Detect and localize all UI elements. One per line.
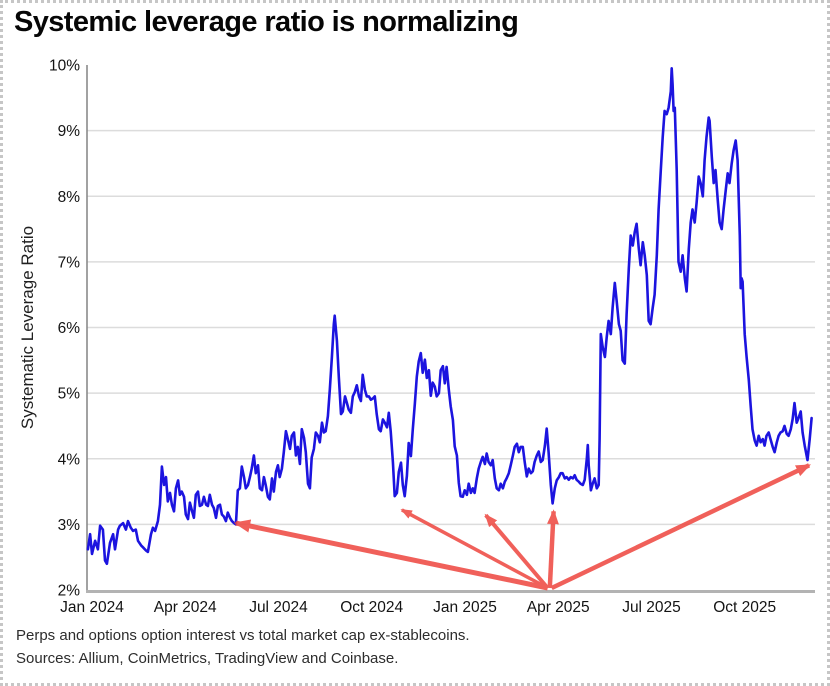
y-tick-label: 4% bbox=[58, 451, 81, 468]
chart-note: Perps and options option interest vs tot… bbox=[16, 627, 470, 644]
y-gridlines bbox=[87, 129, 815, 526]
annotation-arrow bbox=[484, 513, 550, 590]
y-tick-label: 2% bbox=[58, 583, 81, 600]
chart-title: Systemic leverage ratio is normalizing bbox=[14, 6, 519, 38]
y-tick-label: 3% bbox=[58, 517, 81, 534]
x-tick-label: Apr 2025 bbox=[527, 599, 590, 616]
x-tick-labels: Jan 2024 Apr 2024 Jul 2024 Oct 2024 Jan 2025… bbox=[60, 599, 776, 616]
x-tick-label: Jul 2025 bbox=[622, 599, 681, 616]
annotation-arrow bbox=[400, 508, 549, 590]
x-tick-label: Oct 2025 bbox=[713, 599, 776, 616]
chart-sources: Sources: Allium, CoinMetrics, TradingVie… bbox=[16, 650, 399, 667]
x-tick-label: Jul 2024 bbox=[249, 599, 308, 616]
y-tick-label: 8% bbox=[58, 189, 81, 206]
y-tick-labels: 2% 3% 4% 5% 6% 7% 8% 9% 10% bbox=[49, 58, 80, 600]
x-tick-label: Oct 2024 bbox=[340, 599, 403, 616]
y-axis-title: Systematic Leverage Ratio bbox=[18, 226, 37, 429]
x-tick-label: Jan 2024 bbox=[60, 599, 124, 616]
leverage-line bbox=[86, 67, 813, 566]
x-tick-label: Jan 2025 bbox=[433, 599, 497, 616]
y-tick-label: 6% bbox=[58, 320, 81, 337]
y-tick-label: 9% bbox=[58, 123, 81, 140]
x-tick-label: Apr 2024 bbox=[154, 599, 217, 616]
y-tick-label: 7% bbox=[58, 254, 81, 271]
y-tick-label: 10% bbox=[49, 58, 80, 75]
y-tick-label: 5% bbox=[58, 386, 81, 403]
annotation-arrow bbox=[550, 463, 811, 591]
annotation-arrow bbox=[233, 519, 549, 591]
leverage-chart: 2% 3% 4% 5% 6% 7% 8% 9% 10% Jan 2024 Apr 2024 Jul 2… bbox=[18, 58, 815, 616]
annotation-arrows bbox=[233, 463, 811, 591]
annotation-arrow bbox=[547, 509, 559, 589]
